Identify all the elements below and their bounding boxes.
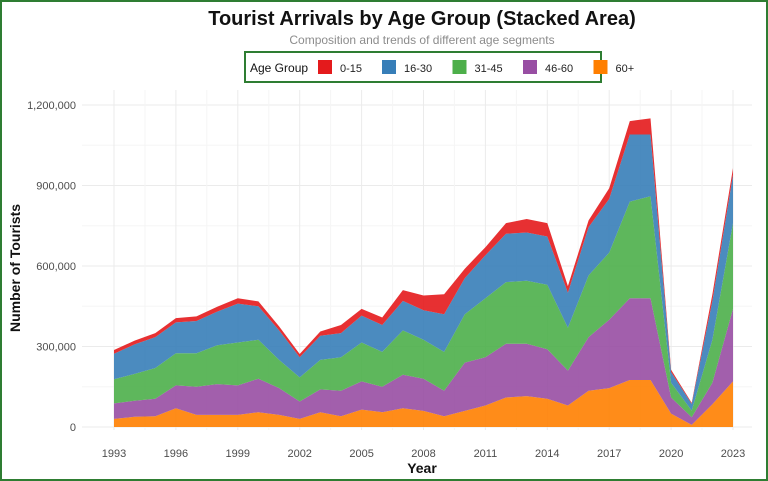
x-tick-label: 2014 [535, 448, 559, 460]
y-tick-label: 1,200,000 [27, 100, 76, 112]
x-tick-label: 2002 [287, 448, 311, 460]
legend-swatch-0-15 [318, 60, 332, 74]
y-tick-label: 600,000 [36, 261, 76, 273]
area-series-16-30 [114, 134, 733, 411]
legend-swatch-16-30 [382, 60, 396, 74]
legend-items: 0-15 16-30 31-45 46-60 60+ [318, 60, 634, 75]
x-axis-title: Year [407, 460, 437, 476]
x-axis-ticks: 1993 1996 1999 2002 2005 2008 2011 2014 2017 2020… [102, 448, 745, 460]
x-tick-label: 2008 [411, 448, 435, 460]
legend-label-0-15: 0-15 [340, 63, 362, 75]
y-axis-ticks: 0 300,000 600,000 900,000 1,200,000 [27, 100, 76, 434]
x-tick-label: 1993 [102, 448, 126, 460]
legend: Age Group 0-15 16-30 31-45 46-60 60+ [244, 51, 634, 83]
legend-label-16-30: 16-30 [404, 63, 432, 75]
area-series-46-60 [114, 298, 733, 425]
area-series-60+ [114, 380, 733, 427]
x-tick-label: 2011 [474, 448, 498, 460]
x-tick-label: 1996 [164, 448, 188, 460]
x-tick-label: 1999 [226, 448, 250, 460]
legend-box [244, 51, 602, 83]
y-tick-label: 900,000 [36, 181, 76, 193]
x-tick-label: 2017 [597, 448, 621, 460]
x-tick-label: 2020 [659, 448, 683, 460]
legend-title: Age Group [250, 61, 308, 75]
y-tick-label: 300,000 [36, 342, 76, 354]
chart-subtitle: Composition and trends of different age … [289, 33, 554, 47]
legend-swatch-60+ [593, 60, 608, 74]
x-tick-label: 2023 [721, 448, 745, 460]
legend-swatch-31-45 [452, 60, 467, 74]
x-tick-label: 2005 [349, 448, 373, 460]
legend-label-46-60: 46-60 [545, 63, 573, 75]
legend-swatch-46-60 [523, 60, 537, 74]
stacked-areas [114, 118, 733, 427]
legend-label-60+: 60+ [616, 63, 635, 75]
y-tick-label: 0 [70, 422, 76, 434]
legend-label-31-45: 31-45 [475, 63, 503, 75]
area-series-31-45 [114, 196, 733, 418]
chart-title: Tourist Arrivals by Age Group (Stacked A… [208, 8, 636, 30]
y-axis-title: Number of Tourists [7, 204, 23, 332]
